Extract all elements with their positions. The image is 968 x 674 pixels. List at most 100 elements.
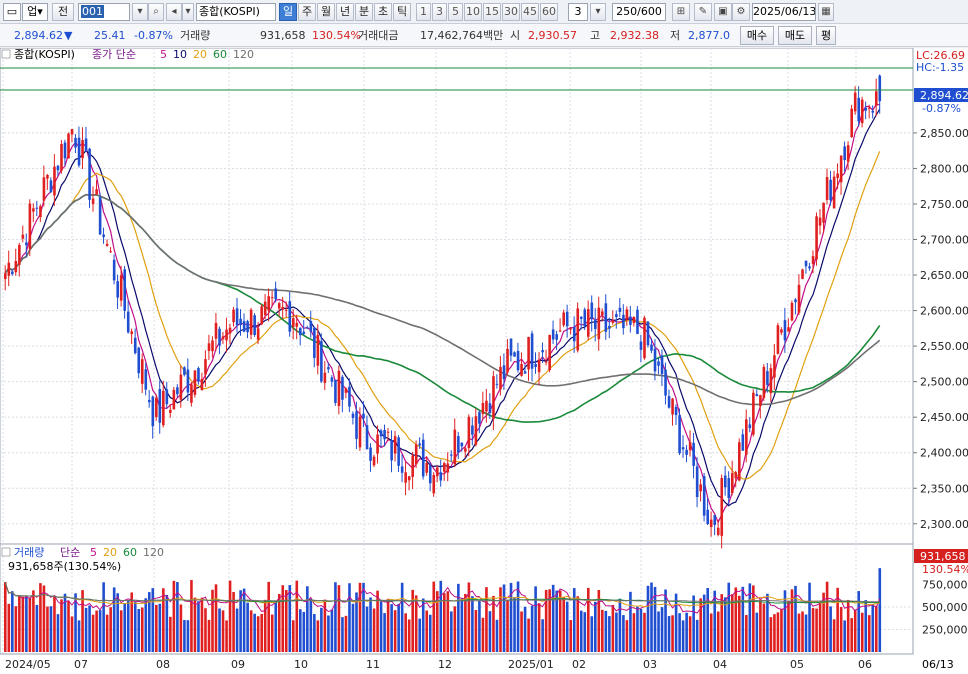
market-icon[interactable]: ▭ — [3, 3, 21, 21]
chart-canvas[interactable]: 2,850.00 2,800.00 2,750.00 2,700.00 2,650.00… — [0, 47, 968, 674]
volume-bar — [14, 606, 18, 652]
candle-body — [646, 321, 650, 346]
minute-option-15[interactable]: 15 — [483, 3, 501, 21]
period-tab-2[interactable]: 월 — [317, 3, 335, 21]
market-select[interactable]: 업▾ — [22, 3, 48, 21]
volume-bar — [811, 608, 815, 652]
candle-body — [200, 378, 204, 391]
candle-body — [249, 309, 253, 335]
candle-body — [745, 419, 748, 455]
candle-body — [446, 463, 450, 473]
count-field[interactable]: 250/600 — [612, 3, 666, 21]
sell-button[interactable]: 매도 — [778, 26, 812, 45]
volume-bar — [193, 597, 197, 652]
candle-body — [102, 234, 105, 238]
date-field[interactable]: 2025/06/13 — [752, 3, 816, 21]
candle-body — [162, 390, 165, 426]
save-icon[interactable]: ▣ — [714, 3, 732, 21]
speaker-icon[interactable]: ◂ — [166, 3, 182, 21]
volume-bar — [144, 598, 148, 652]
period-tab-1[interactable]: 주 — [298, 3, 316, 21]
minute-option-10[interactable]: 10 — [464, 3, 482, 21]
candle-body — [615, 314, 618, 318]
period-tab-4[interactable]: 분 — [355, 3, 373, 21]
volume-bar — [794, 585, 797, 652]
period-tab-6[interactable]: 틱 — [393, 3, 411, 21]
volume-bar — [421, 598, 425, 652]
candle-body — [327, 367, 330, 370]
candle-body — [88, 148, 91, 200]
volume-bar — [495, 619, 499, 652]
volume-bar — [748, 583, 752, 652]
average-button[interactable]: 평 — [816, 26, 836, 45]
volume-bar — [492, 595, 495, 652]
volume-bar — [218, 608, 221, 652]
candle-body — [597, 307, 601, 340]
candle-body — [457, 436, 460, 453]
draw-tool-icon[interactable]: ✎ — [694, 3, 712, 21]
period-tab-5[interactable]: 초 — [374, 3, 392, 21]
candle-body — [702, 476, 706, 516]
calendar-icon[interactable]: ▦ — [818, 3, 834, 21]
volume-bar — [541, 619, 544, 652]
candle-body — [323, 372, 327, 383]
period-tab-3[interactable]: 년 — [336, 3, 354, 21]
minute-option-45[interactable]: 45 — [521, 3, 539, 21]
volume-bar — [720, 594, 724, 652]
candle-body — [421, 439, 425, 477]
volume-label: 거래량 — [180, 29, 211, 42]
time-axis: 2024/05 07 08 09 10 11 12 2025/01 02 03 04 05 06 — [0, 653, 913, 671]
ma-line-10 — [4, 108, 881, 507]
volume-bar — [109, 607, 112, 652]
chevron-down-icon[interactable]: ▾ — [132, 3, 148, 21]
volume-bar — [232, 591, 235, 652]
volume-bar — [646, 585, 650, 652]
volume-bar — [664, 589, 667, 652]
volume-bar — [783, 590, 787, 652]
candle-body — [790, 302, 794, 321]
candle-body — [674, 406, 678, 416]
minute-option-1[interactable]: 1 — [416, 3, 431, 21]
candle-body — [218, 328, 221, 346]
candle-body — [344, 388, 348, 393]
volume-bar — [249, 610, 253, 652]
minute-option-30[interactable]: 30 — [502, 3, 520, 21]
volume-bar — [84, 607, 88, 652]
minute-option-3[interactable]: 3 — [432, 3, 447, 21]
volume-bar — [165, 594, 169, 652]
interval-input[interactable]: 3 — [568, 3, 588, 21]
chevron-down-icon[interactable]: ▾ — [590, 3, 606, 21]
volume-bar — [70, 616, 74, 652]
period-tab-0[interactable]: 일 — [279, 3, 297, 21]
candle-body — [435, 467, 439, 477]
volume-bar — [853, 609, 857, 652]
volume-bar — [274, 600, 278, 652]
volume-bar — [309, 598, 313, 652]
candle-type-icon[interactable]: ⊞ — [672, 3, 690, 21]
volume-bar — [558, 590, 562, 652]
volume-bar — [102, 582, 105, 652]
chart-area[interactable]: 2,850.00 2,800.00 2,750.00 2,700.00 2,650.00… — [0, 47, 968, 674]
legend-square-icon — [1, 547, 11, 557]
volume-bar — [544, 589, 548, 652]
buy-button[interactable]: 매수 — [740, 26, 774, 45]
code-input[interactable]: 001 — [78, 3, 130, 21]
candle-body — [144, 369, 148, 390]
candle-body — [299, 327, 302, 336]
volume-bar — [355, 592, 358, 652]
volume-bar — [348, 583, 351, 652]
minute-option-60[interactable]: 60 — [540, 3, 558, 21]
gear-icon[interactable]: ⚙ — [732, 3, 750, 21]
candle-body — [158, 389, 162, 423]
candle-body — [81, 139, 84, 159]
minute-option-5[interactable]: 5 — [448, 3, 463, 21]
candle-body — [379, 430, 383, 437]
prefix-button[interactable]: 전 — [52, 3, 74, 21]
y-tick-label: 2,600.00 — [920, 305, 968, 318]
search-icon[interactable]: ⌕ — [148, 3, 164, 21]
candle-body — [723, 475, 727, 488]
chevron-down-icon[interactable]: ▾ — [182, 3, 194, 21]
volume-bar — [583, 612, 587, 652]
volume-bar — [123, 603, 127, 652]
volume-bar — [611, 604, 615, 652]
